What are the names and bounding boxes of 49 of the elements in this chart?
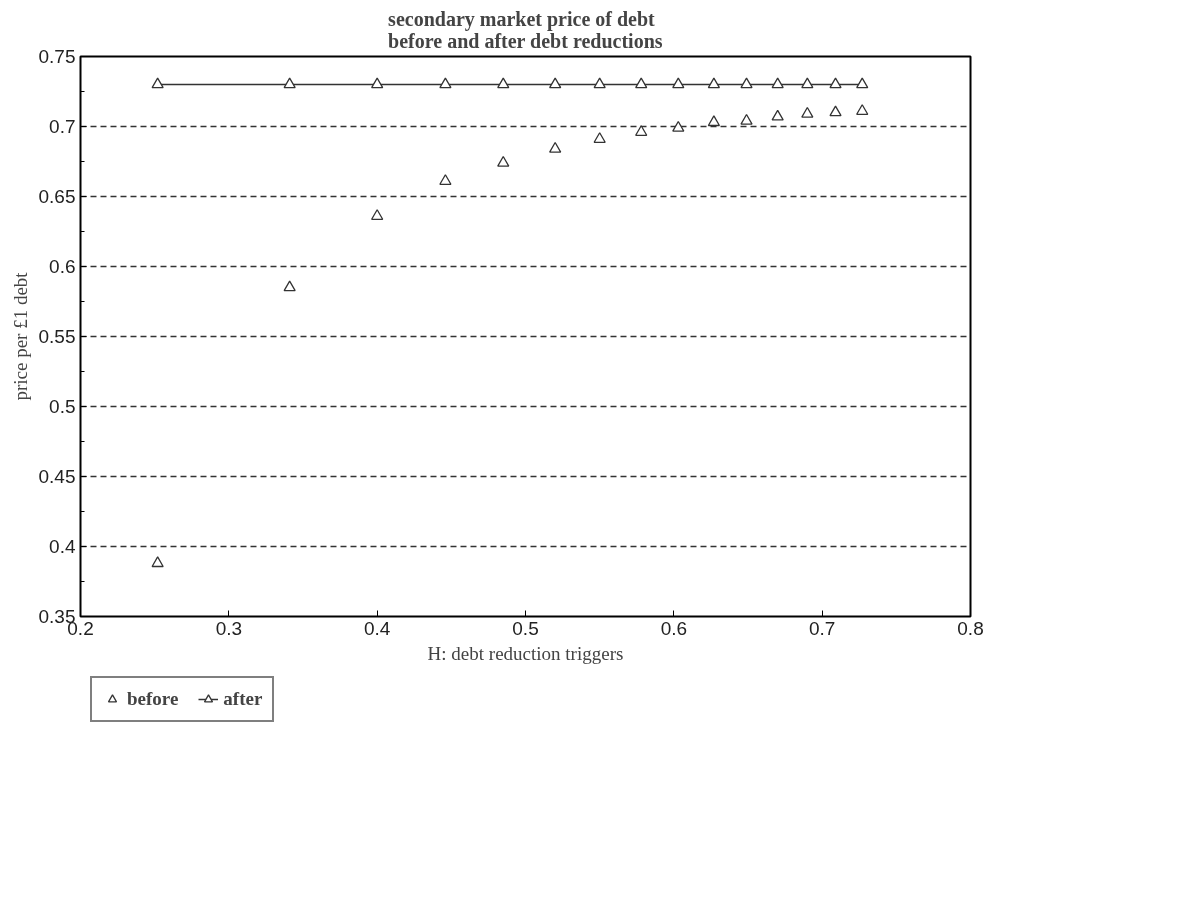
point [151,77,164,89]
point [707,77,721,89]
point [635,77,648,89]
y-tick-label: 0.55 [38,326,76,347]
point [829,105,842,117]
point [439,174,452,185]
point [829,77,842,89]
x-tick-label: 0.7 [808,617,836,639]
point [549,141,562,153]
y-tick-label: 0.6 [49,256,76,277]
point [771,109,784,121]
y-tick-label: 0.75 [38,46,76,67]
point [856,104,869,115]
point [549,77,562,89]
y-tick-label: 0.5 [49,396,76,417]
point [672,77,685,89]
legend-label: after [223,688,263,710]
point [283,280,296,292]
point [801,106,814,118]
point [593,77,606,89]
point [371,77,384,89]
point [497,77,510,89]
legend-label: before [127,688,179,710]
y-tick-label: 0.4 [49,536,76,557]
point [771,77,784,89]
x-tick-label: 0.5 [512,617,539,639]
point [439,77,452,89]
y-tick-label: 0.45 [38,466,76,487]
x-tick-label: 0.3 [215,617,243,639]
x-tick-label: 0.4 [363,617,391,639]
y-tick-label: 0.7 [49,116,76,137]
point [801,77,814,89]
point [593,132,606,143]
point [740,77,753,89]
x-tick-label: 0.8 [957,617,984,639]
y-tick-label: 0.65 [38,186,76,207]
point [740,113,753,125]
point [635,125,648,136]
point [707,115,721,127]
point [856,77,869,89]
point [371,209,384,220]
x-tick-label: 0.6 [660,617,688,639]
point [151,556,164,568]
point [283,77,296,89]
y-axis-title: price per £1 debt [9,271,31,401]
point [672,120,685,132]
x-axis-title: H: debt reduction triggers [427,642,624,664]
point [497,155,510,167]
chart-title: secondary market price of debt before and after debt reductions [388,7,663,52]
